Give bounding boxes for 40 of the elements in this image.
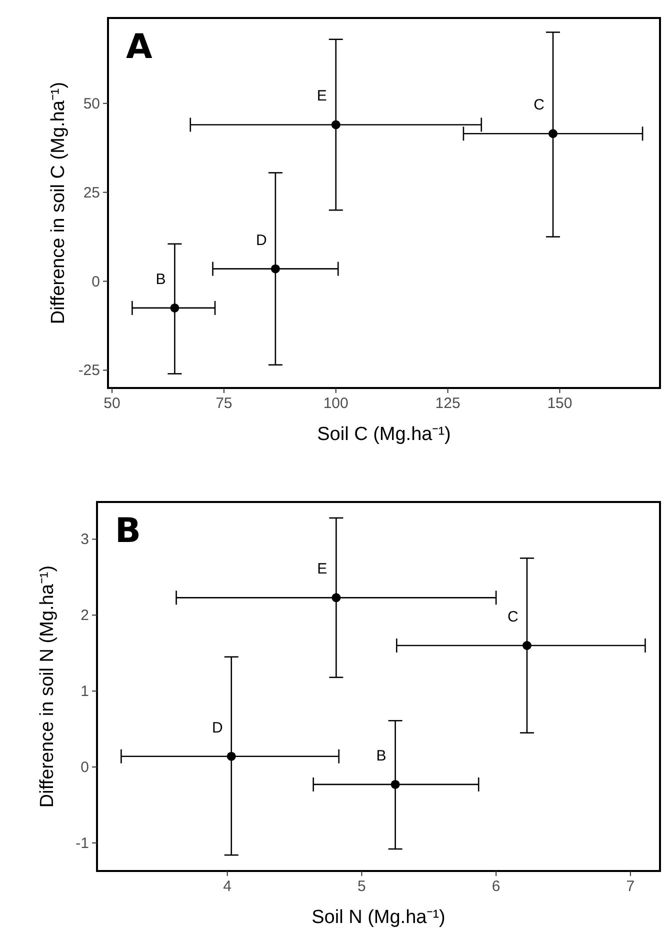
x-tick-label: 4 [223,878,232,895]
y-tick-label: 0 [80,758,89,776]
y-tick-label: 25 [83,184,100,202]
x-axis-title: Soil C (Mg.ha⁻¹) [317,424,451,445]
x-tick-label: 6 [492,878,500,895]
point [331,120,340,130]
y-tick-label: 1 [80,683,89,700]
y-axis-title: Difference in soil N (Mg.ha⁻¹) [37,565,58,808]
chart-title: A [126,27,153,67]
point [226,752,236,761]
annotation: C [534,96,545,114]
y-tick-label: 50 [83,95,100,112]
point [270,264,280,274]
y-tick-label: 3 [80,531,89,548]
point [170,303,180,312]
chart-title: B [115,511,141,551]
annotation: B [376,747,386,764]
y-tick-label: -25 [78,362,100,380]
point [332,593,341,602]
x-tick-label: 50 [104,395,120,412]
x-tick-label: 75 [216,395,232,412]
annotation: D [256,232,268,249]
annotation: D [212,719,223,736]
annotation: C [508,608,519,626]
x-tick-label: 125 [435,395,460,412]
y-tick-label: -1 [76,834,89,852]
y-axis-title: Difference in soil C (Mg.ha⁻¹) [48,82,69,324]
annotation: E [317,560,328,578]
point [390,780,400,789]
x-tick-label: 7 [626,878,635,895]
y-tick-label: 2 [80,607,89,624]
y-tick-label: 0 [92,273,100,290]
point [522,641,532,650]
annotation: E [316,88,327,105]
x-tick-label: 5 [358,878,366,895]
x-tick-label: 150 [547,395,572,412]
annotation: B [156,270,166,288]
x-axis-title: Soil N (Mg.ha⁻¹) [312,907,446,928]
point [548,129,558,138]
x-tick-label: 100 [323,395,348,412]
